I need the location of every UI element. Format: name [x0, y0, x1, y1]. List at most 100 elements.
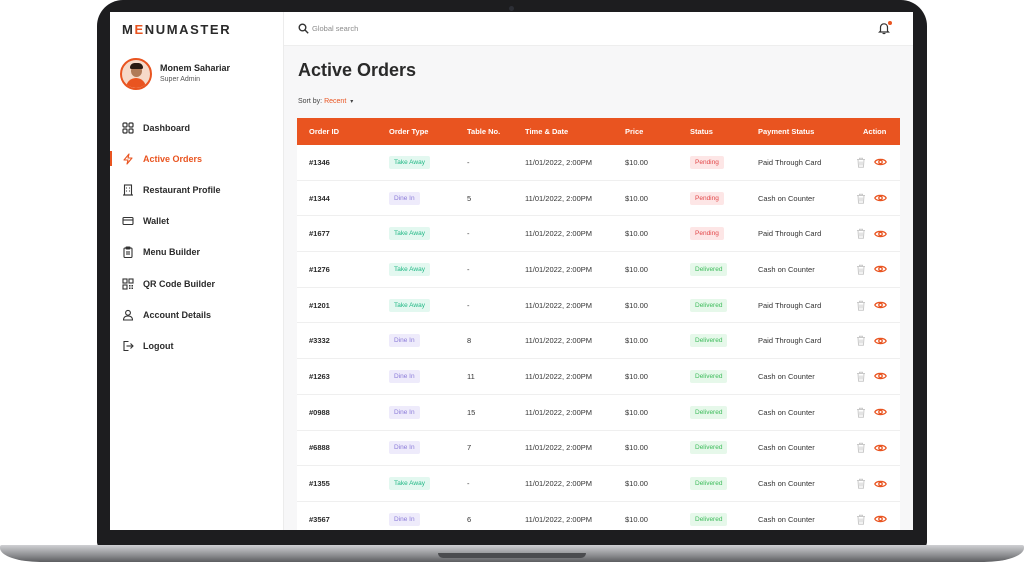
global-search-input[interactable]: [312, 21, 512, 36]
camera-icon: [509, 6, 514, 11]
eye-icon[interactable]: [874, 407, 887, 417]
status-cell: Delivered: [690, 262, 728, 276]
payment-status: Cash on Counter: [758, 514, 815, 524]
status-cell: Pending: [690, 191, 724, 205]
order-id: #0988: [309, 407, 330, 417]
trash-icon[interactable]: [856, 442, 866, 454]
order-type-badge: Dine In: [389, 334, 420, 348]
sidebar-item-menu-builder[interactable]: Menu Builder: [110, 237, 284, 268]
status-badge: Delivered: [690, 369, 728, 383]
trash-icon[interactable]: [856, 478, 866, 489]
eye-icon[interactable]: [874, 443, 887, 453]
bell-icon[interactable]: [877, 21, 891, 35]
page-title: Active Orders: [298, 60, 417, 80]
trash-icon[interactable]: [856, 514, 866, 525]
table-row[interactable]: #1344 Dine In 5 11/01/2022, 2:00PM $10.00 Pen…: [297, 180, 900, 217]
sidebar-item-dashboard[interactable]: Dashboard: [110, 112, 284, 143]
sidebar-item-logout[interactable]: Logout: [110, 330, 284, 361]
table-number: 6: [467, 514, 472, 524]
sidebar-item-account-details[interactable]: Account Details: [110, 299, 284, 330]
table-row[interactable]: #3567 Dine In 6 11/01/2022, 2:00PM $10.00 Del…: [297, 501, 900, 530]
eye-icon[interactable]: [874, 264, 887, 274]
table-number: -: [467, 479, 470, 489]
order-id: #1201: [309, 300, 330, 310]
table-row[interactable]: #1346 Take Away - 11/01/2022, 2:00PM $10.00 P…: [297, 145, 900, 181]
payment-status: Paid Through Card: [758, 157, 822, 167]
column-header: Status: [690, 127, 713, 136]
order-type-cell: Dine In: [389, 369, 420, 383]
status-badge: Pending: [690, 191, 724, 205]
payment-status: Paid Through Card: [758, 300, 822, 310]
column-header: Time & Date: [525, 127, 569, 136]
order-id: #1355: [309, 479, 330, 489]
app-logo[interactable]: MENUMASTER: [122, 22, 232, 37]
order-id: #1276: [309, 264, 330, 274]
trash-icon[interactable]: [856, 335, 866, 347]
sidebar-nav: Dashboard Active Orders Restaurant Profi…: [110, 112, 284, 362]
laptop-notch: [438, 553, 586, 558]
trash-icon[interactable]: [856, 407, 866, 418]
search-icon: [298, 23, 309, 34]
eye-icon[interactable]: [874, 336, 887, 346]
sidebar-item-active-orders[interactable]: Active Orders: [110, 143, 284, 174]
order-type-cell: Take Away: [389, 477, 430, 491]
order-type-cell: Dine In: [389, 512, 420, 526]
payment-status: Cash on Counter: [758, 443, 815, 453]
order-time: 11/01/2022, 2:00PM: [525, 514, 592, 524]
eye-icon[interactable]: [874, 229, 887, 239]
order-type-cell: Take Away: [389, 262, 430, 276]
trash-icon[interactable]: [856, 371, 866, 382]
table-row[interactable]: #0988 Dine In 15 11/01/2022, 2:00PM $10.00 De…: [297, 394, 900, 431]
eye-icon[interactable]: [874, 300, 887, 310]
trash-icon[interactable]: [856, 193, 866, 204]
order-id: #1346: [309, 157, 330, 167]
order-type-cell: Dine In: [389, 334, 420, 348]
sidebar-item-restaurant-profile[interactable]: Restaurant Profile: [110, 174, 284, 205]
trash-icon[interactable]: [856, 264, 866, 275]
eye-icon[interactable]: [874, 157, 887, 167]
eye-icon[interactable]: [874, 371, 887, 381]
status-cell: Delivered: [690, 298, 728, 312]
table-row[interactable]: #1201 Take Away - 11/01/2022, 2:00PM $10.00 D…: [297, 287, 900, 324]
table-row[interactable]: #3332 Dine In 8 11/01/2022, 2:00PM $10.00 Del…: [297, 323, 900, 360]
status-badge: Delivered: [690, 441, 728, 455]
table-row[interactable]: #1355 Take Away - 11/01/2022, 2:00PM $10.00 D…: [297, 466, 900, 502]
avatar: [120, 58, 152, 90]
order-time: 11/01/2022, 2:00PM: [525, 479, 592, 489]
trash-icon[interactable]: [856, 300, 866, 311]
status-badge: Delivered: [690, 298, 728, 312]
orders-table: Order ID Order Type Table No. Time & Dat…: [297, 118, 900, 530]
sort-dropdown[interactable]: Sort by: Recent ▾: [298, 98, 353, 105]
status-badge: Pending: [690, 155, 724, 169]
order-price: $10.00: [625, 479, 648, 489]
user-profile[interactable]: Monem Sahariar Super Admin: [120, 58, 280, 92]
sidebar-item-label: Account Details: [143, 309, 212, 320]
payment-status: Cash on Counter: [758, 264, 815, 274]
order-type-cell: Take Away: [389, 298, 430, 312]
table-row[interactable]: #1677 Take Away - 11/01/2022, 2:00PM $10.00 P…: [297, 216, 900, 253]
trash-icon[interactable]: [856, 157, 866, 168]
order-time: 11/01/2022, 2:00PM: [525, 371, 592, 381]
payment-status: Cash on Counter: [758, 407, 815, 417]
sidebar-item-qr-code-builder[interactable]: QR Code Builder: [110, 268, 284, 299]
status-badge: Delivered: [690, 405, 728, 419]
sidebar-item-wallet[interactable]: Wallet: [110, 206, 284, 237]
table-row[interactable]: #6888 Dine In 7 11/01/2022, 2:00PM $10.00 Del…: [297, 430, 900, 467]
logout-icon: [122, 340, 134, 352]
sidebar: MENUMASTER Monem Sahariar Super Admin Da…: [110, 12, 284, 530]
caret-down-icon: ▾: [350, 99, 354, 105]
top-bar: [284, 12, 913, 46]
trash-icon[interactable]: [856, 228, 866, 240]
order-type-badge: Take Away: [389, 227, 430, 241]
order-time: 11/01/2022, 2:00PM: [525, 229, 592, 239]
payment-status: Paid Through Card: [758, 336, 822, 346]
table-row[interactable]: #1263 Dine In 11 11/01/2022, 2:00PM $10.00 De…: [297, 359, 900, 395]
eye-icon[interactable]: [874, 479, 887, 489]
order-id: #1344: [309, 193, 330, 203]
order-type-cell: Take Away: [389, 227, 430, 241]
table-row[interactable]: #1276 Take Away - 11/01/2022, 2:00PM $10.00 D…: [297, 252, 900, 288]
eye-icon[interactable]: [874, 193, 887, 203]
eye-icon[interactable]: [874, 514, 887, 524]
order-type-badge: Dine In: [389, 441, 420, 455]
order-time: 11/01/2022, 2:00PM: [525, 443, 592, 453]
